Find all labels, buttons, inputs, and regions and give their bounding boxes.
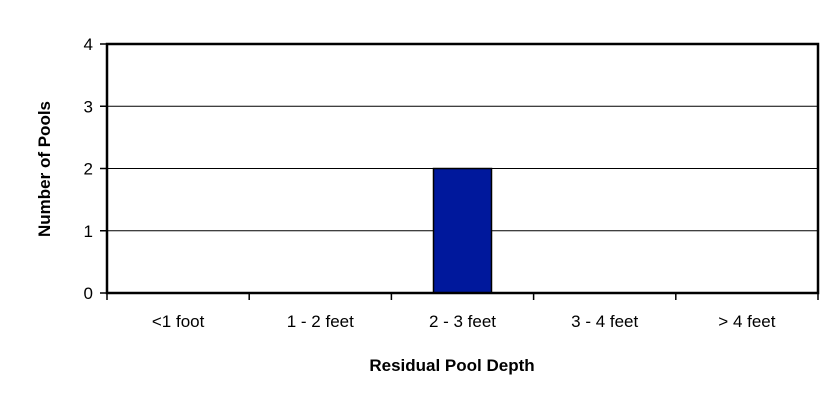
x-tick-label: > 4 feet <box>718 312 775 331</box>
x-tick-label: 1 - 2 feet <box>287 312 354 331</box>
y-axis-title: Number of Pools <box>35 101 54 237</box>
axes <box>100 42 820 300</box>
y-tick-label: 4 <box>84 35 93 54</box>
x-tick-label: 2 - 3 feet <box>429 312 496 331</box>
x-tick-labels: <1 foot 1 - 2 feet 2 - 3 feet 3 - 4 feet > 4… <box>152 312 776 331</box>
y-tick-label: 3 <box>84 97 93 116</box>
y-tick-labels: 0 1 2 3 4 <box>84 35 93 303</box>
bars <box>432 167 493 294</box>
y-tick-label: 0 <box>84 284 93 303</box>
x-tick-label: <1 foot <box>152 312 205 331</box>
x-tick-label: 3 - 4 feet <box>571 312 638 331</box>
y-tick-label: 1 <box>84 222 93 241</box>
x-axis-title: Residual Pool Depth <box>369 356 534 375</box>
y-tick-label: 2 <box>84 160 93 179</box>
bar <box>432 167 493 294</box>
